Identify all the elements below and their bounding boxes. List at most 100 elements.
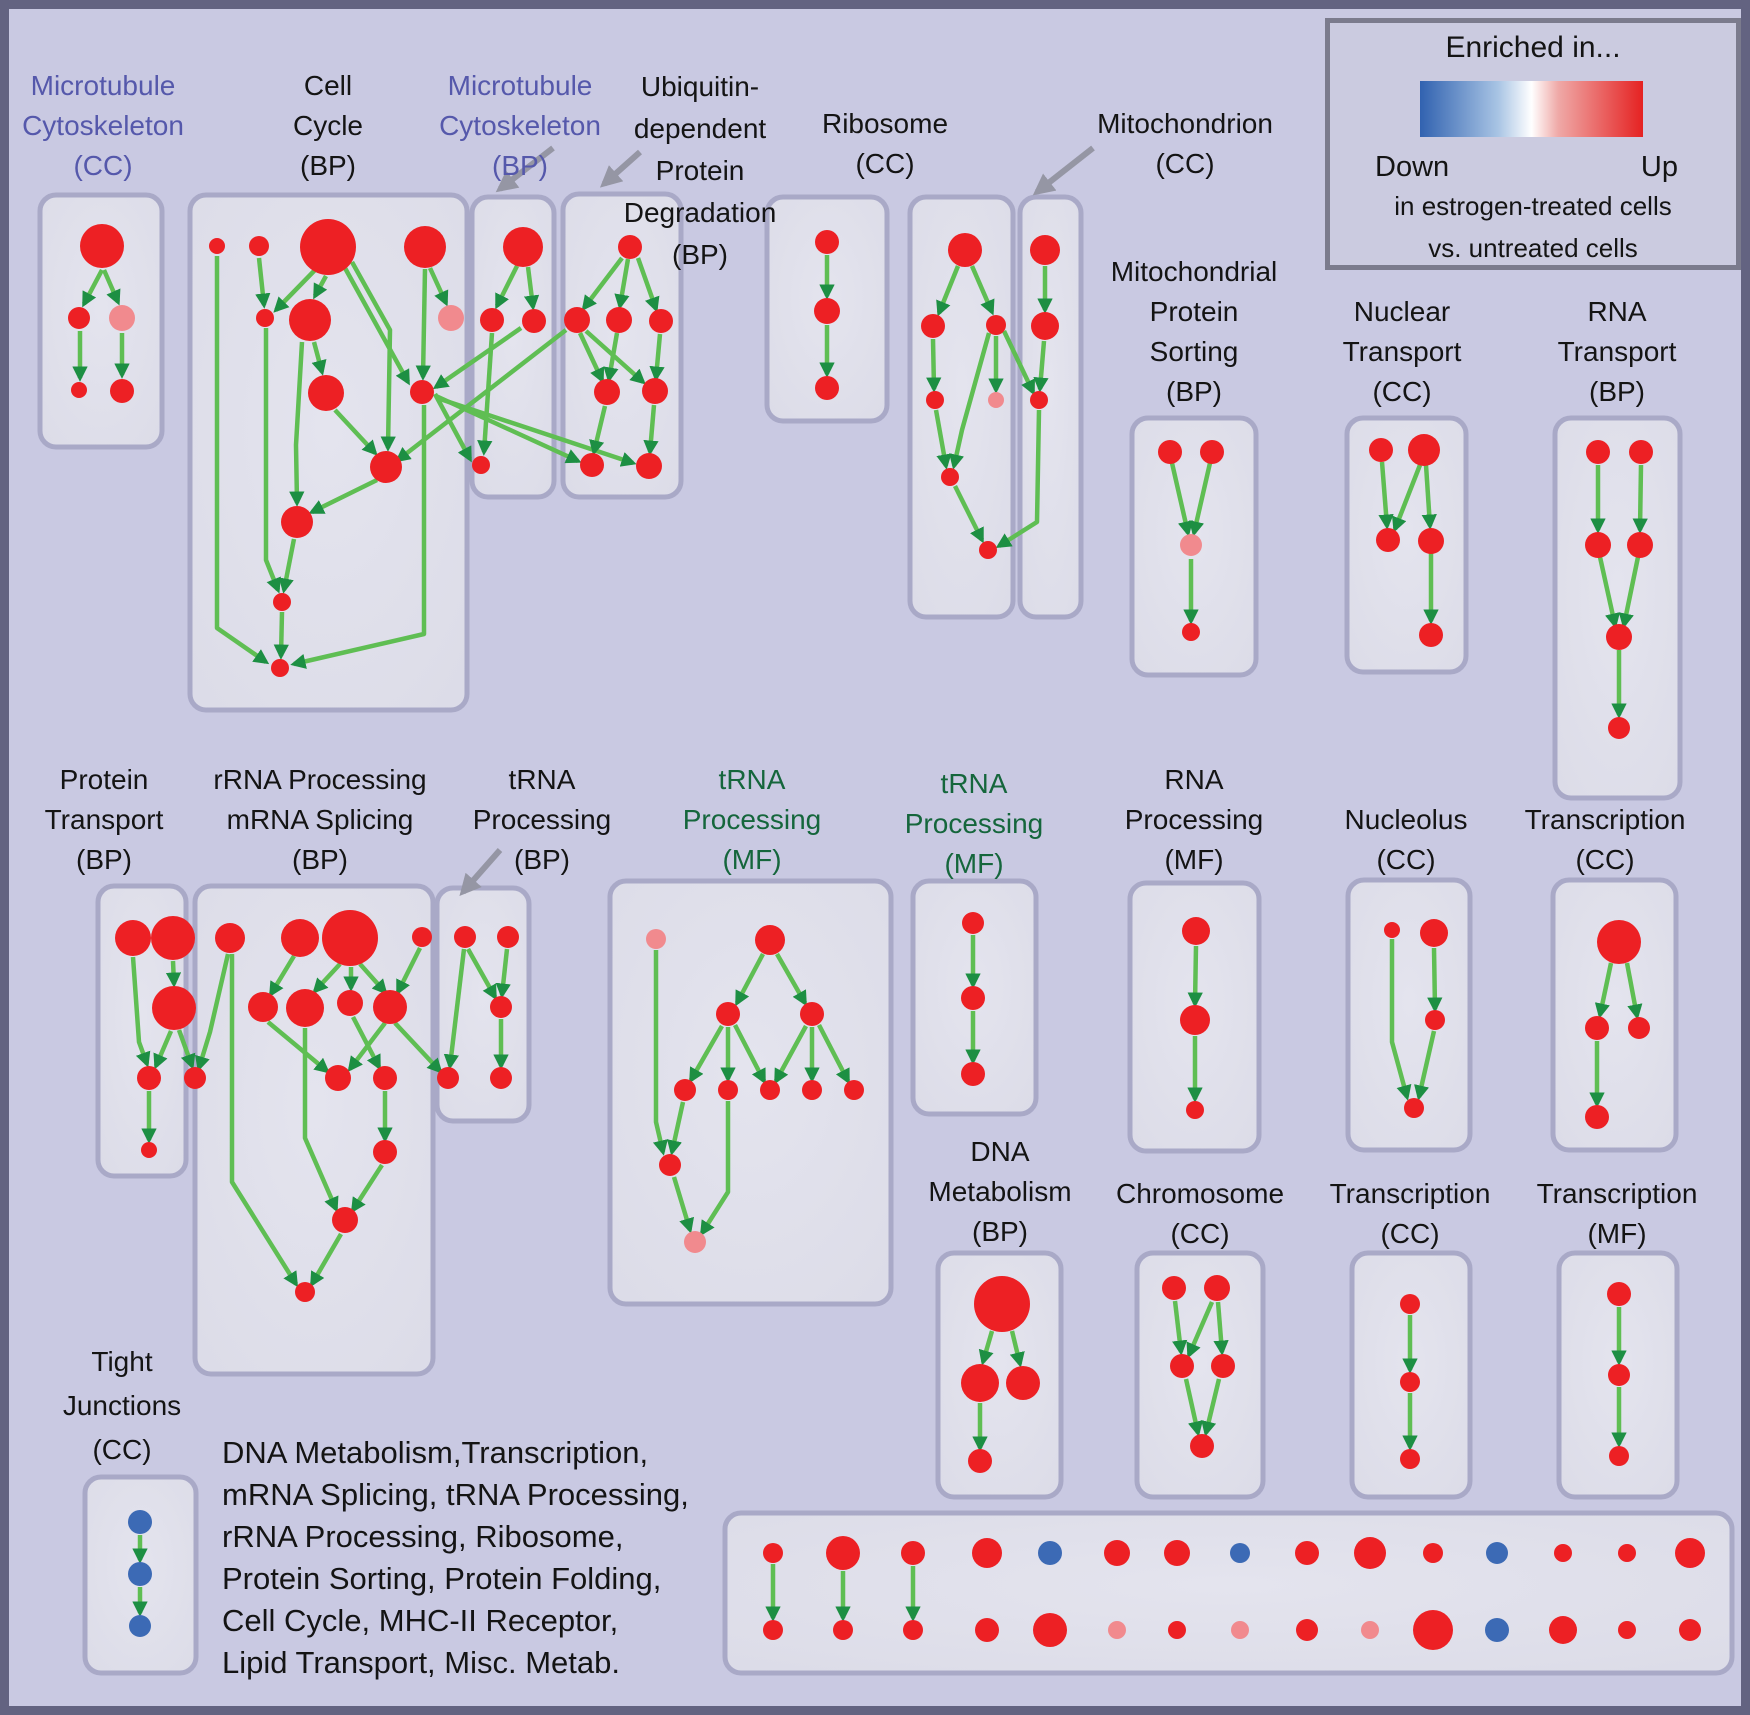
go-term-node-red xyxy=(110,379,134,403)
trna-processing-bp-label-line: Processing xyxy=(472,804,612,835)
rna-processing-mf-label-line: RNA xyxy=(1164,764,1224,795)
enrichment-edge xyxy=(432,326,523,390)
enrichment-edge xyxy=(176,1029,196,1070)
rrna-mrna-label-line: mRNA Splicing xyxy=(226,804,414,835)
go-term-node-red xyxy=(1608,717,1630,739)
enrichment-edge xyxy=(1187,945,1203,1008)
rna-transport-label: RNA Transport (BP) xyxy=(1558,292,1677,412)
go-term-node-red xyxy=(373,990,407,1024)
go-term-node-pink xyxy=(1180,534,1202,556)
enrichment-edge xyxy=(1378,461,1394,530)
enrichment-edge xyxy=(523,266,540,311)
go-term-node-red xyxy=(826,1536,860,1570)
cluster-box-protein-transport xyxy=(95,883,189,1179)
enrichment-edge xyxy=(165,960,182,988)
cell-cycle-label-line: (BP) xyxy=(299,150,356,181)
go-term-node-red xyxy=(497,926,519,948)
go-term-node-red xyxy=(1164,1540,1190,1566)
go-term-node-red xyxy=(986,315,1006,335)
enrichment-edge xyxy=(1389,939,1412,1101)
transcription-cc-1-label-line: Transcription xyxy=(1524,804,1686,835)
trna-processing-mf-2-label-line: Processing xyxy=(904,808,1044,839)
go-term-node-red xyxy=(370,451,402,483)
mitochondrion-label-line: (CC) xyxy=(1155,148,1215,179)
rna-transport-label-line: Transport xyxy=(1557,336,1677,367)
chromosome-label-line: Chromosome xyxy=(1115,1178,1285,1209)
rna-processing-mf-label-line: (MF) xyxy=(1164,844,1224,875)
go-term-node-red xyxy=(903,1620,923,1640)
enrichment-edge xyxy=(1414,1030,1437,1101)
go-term-node-red xyxy=(974,1276,1030,1332)
enrichment-edge xyxy=(995,409,1042,549)
enrichment-edge xyxy=(82,268,104,308)
ubiquitin-degradation-label-line: Ubiquitin- xyxy=(640,71,760,102)
label-pointer-arrow xyxy=(459,848,503,897)
go-term-node-red xyxy=(1204,1275,1230,1301)
enrichment-edge xyxy=(312,962,342,994)
nuclear-transport-label-line: Transport xyxy=(1342,336,1462,367)
go-term-node-red xyxy=(636,453,662,479)
go-term-node-red xyxy=(1369,438,1393,462)
go-term-node-red xyxy=(322,910,378,966)
go-term-node-red xyxy=(480,308,504,332)
trna-processing-mf-1-label-line: Processing xyxy=(682,804,822,835)
go-term-node-red xyxy=(1627,532,1653,558)
go-term-node-red xyxy=(454,926,476,948)
transcription-cc-2-label: Transcription (CC) xyxy=(1330,1174,1491,1254)
cell-cycle-label-line: Cycle xyxy=(292,110,364,141)
go-term-node-red xyxy=(1618,1544,1636,1562)
shared-clusters-text-line: rRNA Processing, Ribosome, xyxy=(222,1519,624,1554)
go-term-node-red xyxy=(763,1543,783,1563)
go-term-node-red xyxy=(503,227,543,267)
go-term-node-red xyxy=(802,1080,822,1100)
protein-transport-label-line: Protein xyxy=(59,764,149,795)
go-term-node-red xyxy=(273,593,291,611)
cluster-box-chromosome xyxy=(1134,1250,1266,1500)
go-term-node-red xyxy=(289,299,331,341)
go-term-node-red xyxy=(755,925,785,955)
trna-processing-bp-label-line: (BP) xyxy=(513,844,570,875)
go-term-node-red xyxy=(256,309,274,327)
go-term-node-red xyxy=(209,238,225,254)
go-term-node-blue xyxy=(129,1615,151,1637)
go-term-node-red xyxy=(1182,623,1200,641)
enrichment-edge xyxy=(774,1024,808,1085)
enrichment-edge xyxy=(933,409,952,470)
go-term-node-red xyxy=(921,314,945,338)
go-term-node-red xyxy=(961,1364,999,1402)
cluster-box-shared-wide xyxy=(722,1510,1735,1676)
go-term-node-red xyxy=(151,916,195,960)
enrichment-edge xyxy=(635,257,660,313)
transcription-cc-2-label-line: (CC) xyxy=(1380,1218,1440,1249)
shared-clusters-text-line: Cell Cycle, MHC-II Receptor, xyxy=(222,1603,619,1638)
mitochondrial-protein-sorting-label-line: Protein xyxy=(1149,296,1239,327)
go-term-node-red xyxy=(1376,528,1400,552)
go-term-node-red xyxy=(1211,1354,1235,1378)
go-term-node-red xyxy=(674,1079,696,1101)
enrichment-edge xyxy=(495,948,511,999)
go-term-node-red xyxy=(404,226,446,268)
shared-clusters-text: DNA Metabolism,Transcription, mRNA Splici… xyxy=(222,1432,689,1684)
go-term-node-pink xyxy=(109,305,135,331)
ribosome-label-line: (CC) xyxy=(855,148,915,179)
go-term-node-red xyxy=(115,920,151,956)
cluster-box-nuclear-transport xyxy=(1344,415,1469,675)
go-term-node-red xyxy=(941,468,959,486)
dna-metabolism-label: DNA Metabolism (BP) xyxy=(928,1132,1071,1252)
microtubule-cytoskeleton-bp-label-line: Microtubule xyxy=(447,70,593,101)
enrichment-edge xyxy=(393,1021,443,1074)
go-term-node-pink xyxy=(646,929,666,949)
go-term-node-red xyxy=(1628,1017,1650,1039)
go-term-node-red xyxy=(1170,1354,1194,1378)
enrichment-edge xyxy=(1624,962,1643,1020)
go-term-node-red xyxy=(948,233,982,267)
go-term-node-red xyxy=(1585,1016,1609,1040)
mitochondrion-label: Mitochondrion (CC) xyxy=(1097,104,1273,184)
go-term-node-red xyxy=(1413,1610,1453,1650)
enrichment-edge xyxy=(255,257,271,309)
enrichment-edge xyxy=(266,1020,330,1074)
go-term-node-red xyxy=(833,1620,853,1640)
go-term-node-red xyxy=(1618,1621,1636,1639)
mitochondrion-label-line: Mitochondrion xyxy=(1097,108,1273,139)
